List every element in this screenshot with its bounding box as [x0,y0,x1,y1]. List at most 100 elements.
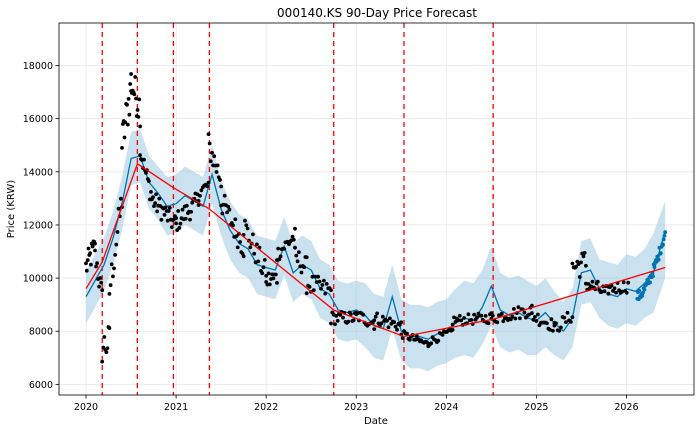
observed-point [97,284,101,289]
observed-point [512,307,516,311]
observed-point [177,226,182,230]
observed-point [372,318,377,323]
observed-point [495,320,500,325]
plot-frame [58,22,695,396]
observed-point [554,321,558,326]
observed-point [450,328,455,332]
y-tick-label: 10000 [23,274,53,285]
observed-point [319,286,323,291]
observed-point [565,310,570,315]
observed-point [260,271,265,276]
x-tick-label: 2025 [524,402,548,413]
x-tick-label: 2020 [74,402,98,413]
observed-point [586,282,591,286]
observed-point [210,150,214,155]
observed-point [291,237,296,242]
observed-point [234,234,239,239]
observed-point [299,270,304,275]
observed-point [530,303,534,308]
observed-point [513,316,518,321]
observed-point [415,334,419,339]
observed-point [385,318,389,323]
observed-point [545,321,549,326]
observed-point [490,313,495,318]
observed-point [624,290,629,295]
observed-point [595,279,600,284]
observed-point [472,312,476,317]
observed-point [147,179,151,184]
observed-point [120,146,124,150]
observed-point [612,286,617,291]
observed-point [233,217,238,222]
observed-point [112,266,116,271]
observed-point [349,312,353,316]
observed-point [207,141,212,146]
y-axis-ticks: 6000 8000 10000 12000 14000 16000 18000 [23,61,59,391]
observed-point [188,217,192,222]
observed-point [316,274,320,279]
y-tick-label: 18000 [23,61,53,72]
observed-point [413,337,418,342]
forecast-point [661,242,665,247]
observed-point [114,242,119,247]
observed-point [107,292,112,296]
observed-point [462,316,466,320]
observed-point [267,282,272,287]
forecast-point [659,251,663,256]
observed-point [86,246,91,251]
observed-point [206,132,211,137]
observed-point [189,210,194,214]
observed-point [88,251,92,256]
observed-point [278,254,283,259]
observed-point [457,313,462,318]
observed-point [138,124,143,129]
observed-point [157,196,162,201]
observed-point [323,291,328,296]
observed-point [138,153,143,158]
forecast-point [656,257,661,262]
forecast-point [642,287,647,292]
observed-point [275,281,279,285]
observed-point [324,282,329,286]
observed-point [136,115,141,119]
observed-point [244,223,249,228]
observed-point [238,240,243,244]
observed-point [159,217,164,222]
observed-point [218,178,222,182]
observed-point [459,318,464,323]
observed-point [329,288,333,292]
observed-point [400,336,405,340]
observed-point [334,314,339,318]
observed-point [155,209,160,214]
observed-point [95,261,99,265]
observed-point [100,288,105,293]
observed-point [255,242,259,247]
observed-point [100,359,105,364]
observed-point [429,341,434,346]
observed-point [256,259,261,264]
forecast-point [648,280,652,285]
x-tick-label: 2026 [614,402,638,413]
observed-point [93,241,97,246]
observed-point [614,290,618,295]
observed-point [469,318,474,322]
observed-point [235,245,240,250]
observed-point [163,205,168,210]
x-tick-label: 2021 [164,402,188,413]
observed-point [231,223,235,228]
observed-point [214,170,219,174]
observed-point [297,250,301,255]
observed-point [294,253,299,258]
observed-point [320,283,325,287]
observed-point [522,310,527,315]
observed-point [212,154,217,159]
observed-point [276,246,281,251]
observed-point [184,203,189,208]
observed-point [251,232,255,237]
observed-point [222,193,227,198]
observed-point [132,92,137,97]
x-tick-label: 2022 [254,402,278,413]
observed-point [290,234,295,239]
observed-point [499,311,504,316]
